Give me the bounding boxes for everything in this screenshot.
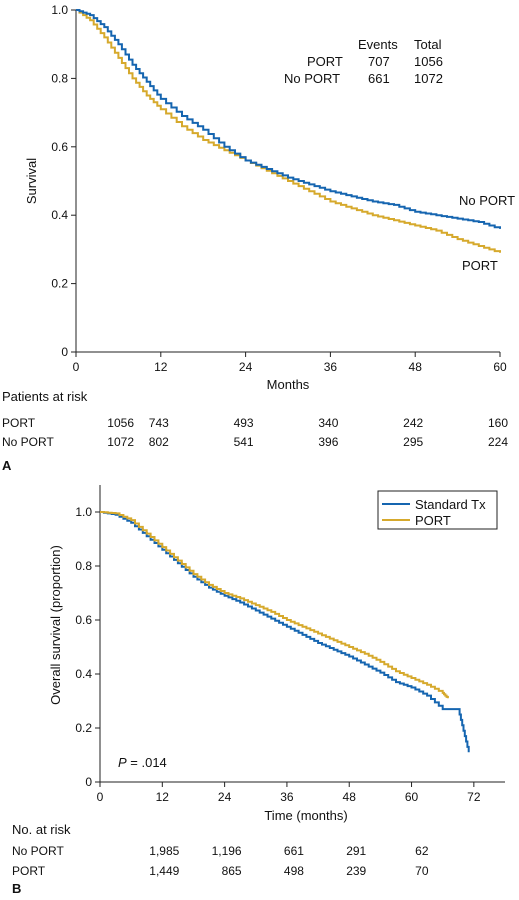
series-label-no-port: No PORT: [459, 193, 515, 208]
x-tick-label: 0: [97, 790, 104, 804]
x-tick-label: 48: [343, 790, 357, 804]
risk-value: 160: [488, 416, 508, 430]
risk-value: 493: [234, 416, 254, 430]
events-row-noport-total: 1072: [414, 71, 443, 86]
panel-b-legend: Standard Tx PORT: [377, 490, 498, 530]
risk-value: 224: [488, 435, 508, 449]
y-tick-label: 0: [85, 775, 92, 789]
risk-value: 661: [284, 844, 304, 858]
y-tick-label: 0: [61, 345, 68, 359]
panel-a-risk-table: PORT 1056 743 493 340 242 160 No PORT 1072 802 541…: [2, 416, 508, 449]
risk-value: 70: [415, 864, 429, 878]
y-tick-label: 0.6: [51, 140, 68, 154]
panel-a-series: [76, 9, 501, 253]
panel-b-series: [100, 511, 470, 753]
y-tick-label: 0.2: [51, 277, 68, 291]
risk-value: 239: [346, 864, 366, 878]
x-tick-label: 48: [409, 360, 423, 374]
panel-a-risk-title: Patients at risk: [2, 389, 88, 404]
legend-box: [377, 490, 498, 530]
x-tick-label: 24: [239, 360, 253, 374]
x-tick-label: 12: [154, 360, 168, 374]
risk-value: 396: [318, 435, 338, 449]
x-tick-label: 36: [280, 790, 294, 804]
panel-a-y-axis-label: Survival: [24, 158, 39, 204]
panel-b-y-axis-label: Overall survival (proportion): [48, 545, 63, 705]
events-row-port-events: 707: [368, 54, 390, 69]
risk-value: 802: [149, 435, 169, 449]
events-row-port-total: 1056: [414, 54, 443, 69]
risk-value: 498: [284, 864, 304, 878]
panel-a-y-ticks: 0 0.2 0.4 0.6 0.8 1.0: [51, 3, 76, 359]
risk-row-label: No PORT: [2, 435, 54, 449]
risk-value: 295: [403, 435, 423, 449]
panel-a-x-axis-label: Months: [267, 377, 310, 392]
series-label-port: PORT: [462, 258, 498, 273]
panel-b-risk-title: No. at risk: [12, 822, 71, 837]
series-line-standard-tx: [100, 511, 470, 753]
x-tick-label: 60: [493, 360, 507, 374]
x-tick-label: 24: [218, 790, 232, 804]
p-value-annotation: P = .014: [118, 755, 167, 770]
events-row-port-label: PORT: [307, 54, 343, 69]
events-row-noport-events: 661: [368, 71, 390, 86]
risk-value: 743: [149, 416, 169, 430]
events-header-total: Total: [414, 37, 442, 52]
risk-value: 541: [234, 435, 254, 449]
panel-b-x-ticks: 0 12 24 36 48 60 72: [97, 782, 481, 804]
panel-b-x-axis-label: Time (months): [264, 808, 347, 823]
risk-value: 62: [415, 844, 429, 858]
risk-value: 1,196: [212, 844, 242, 858]
y-tick-label: 1.0: [75, 505, 92, 519]
risk-value: 242: [403, 416, 423, 430]
x-tick-label: 0: [73, 360, 80, 374]
risk-value: 340: [318, 416, 338, 430]
series-line-port: [100, 511, 449, 699]
y-tick-label: 0.6: [75, 613, 92, 627]
series-line-no-port: [76, 9, 501, 229]
y-tick-label: 1.0: [51, 3, 68, 17]
risk-value: 1056: [107, 416, 134, 430]
risk-value: 1072: [107, 435, 134, 449]
y-tick-label: 0.2: [75, 721, 92, 735]
panel-label-a: A: [2, 458, 12, 473]
series-line-port: [76, 9, 501, 253]
risk-value: 1,985: [149, 844, 179, 858]
panel-b-risk-table: No PORT 1,985 1,196 661 291 62 PORT 1,449 865 498…: [12, 844, 429, 878]
panel-b-y-ticks: 0 0.2 0.4 0.6 0.8 1.0: [75, 505, 100, 789]
risk-row-label: PORT: [12, 864, 46, 878]
x-tick-label: 72: [467, 790, 481, 804]
legend-label-port: PORT: [415, 513, 451, 528]
risk-value: 865: [222, 864, 242, 878]
y-tick-label: 0.8: [75, 559, 92, 573]
events-header-events: Events: [358, 37, 398, 52]
y-tick-label: 0.8: [51, 71, 68, 85]
x-tick-label: 12: [156, 790, 170, 804]
x-tick-label: 60: [405, 790, 419, 804]
risk-row-label: PORT: [2, 416, 36, 430]
events-row-noport-label: No PORT: [284, 71, 340, 86]
p-value-symbol: P: [118, 755, 127, 770]
panel-label-b: B: [12, 881, 21, 896]
p-value-number: = .014: [127, 755, 167, 770]
panel-a-x-ticks: 0 12 24 36 48 60: [73, 352, 507, 374]
risk-row-label: No PORT: [12, 844, 64, 858]
panel-a: 0 0.2 0.4 0.6 0.8 1.0 0 12 24 36 48 60 Survival Mo…: [2, 3, 515, 473]
risk-value: 291: [346, 844, 366, 858]
panel-b: 0 0.2 0.4 0.6 0.8 1.0 0 12 24 36 48 60 72 Overall s…: [12, 485, 505, 896]
legend-label-standard-tx: Standard Tx: [415, 497, 486, 512]
y-tick-label: 0.4: [75, 667, 92, 681]
x-tick-label: 36: [324, 360, 338, 374]
risk-value: 1,449: [149, 864, 179, 878]
y-tick-label: 0.4: [51, 208, 68, 222]
